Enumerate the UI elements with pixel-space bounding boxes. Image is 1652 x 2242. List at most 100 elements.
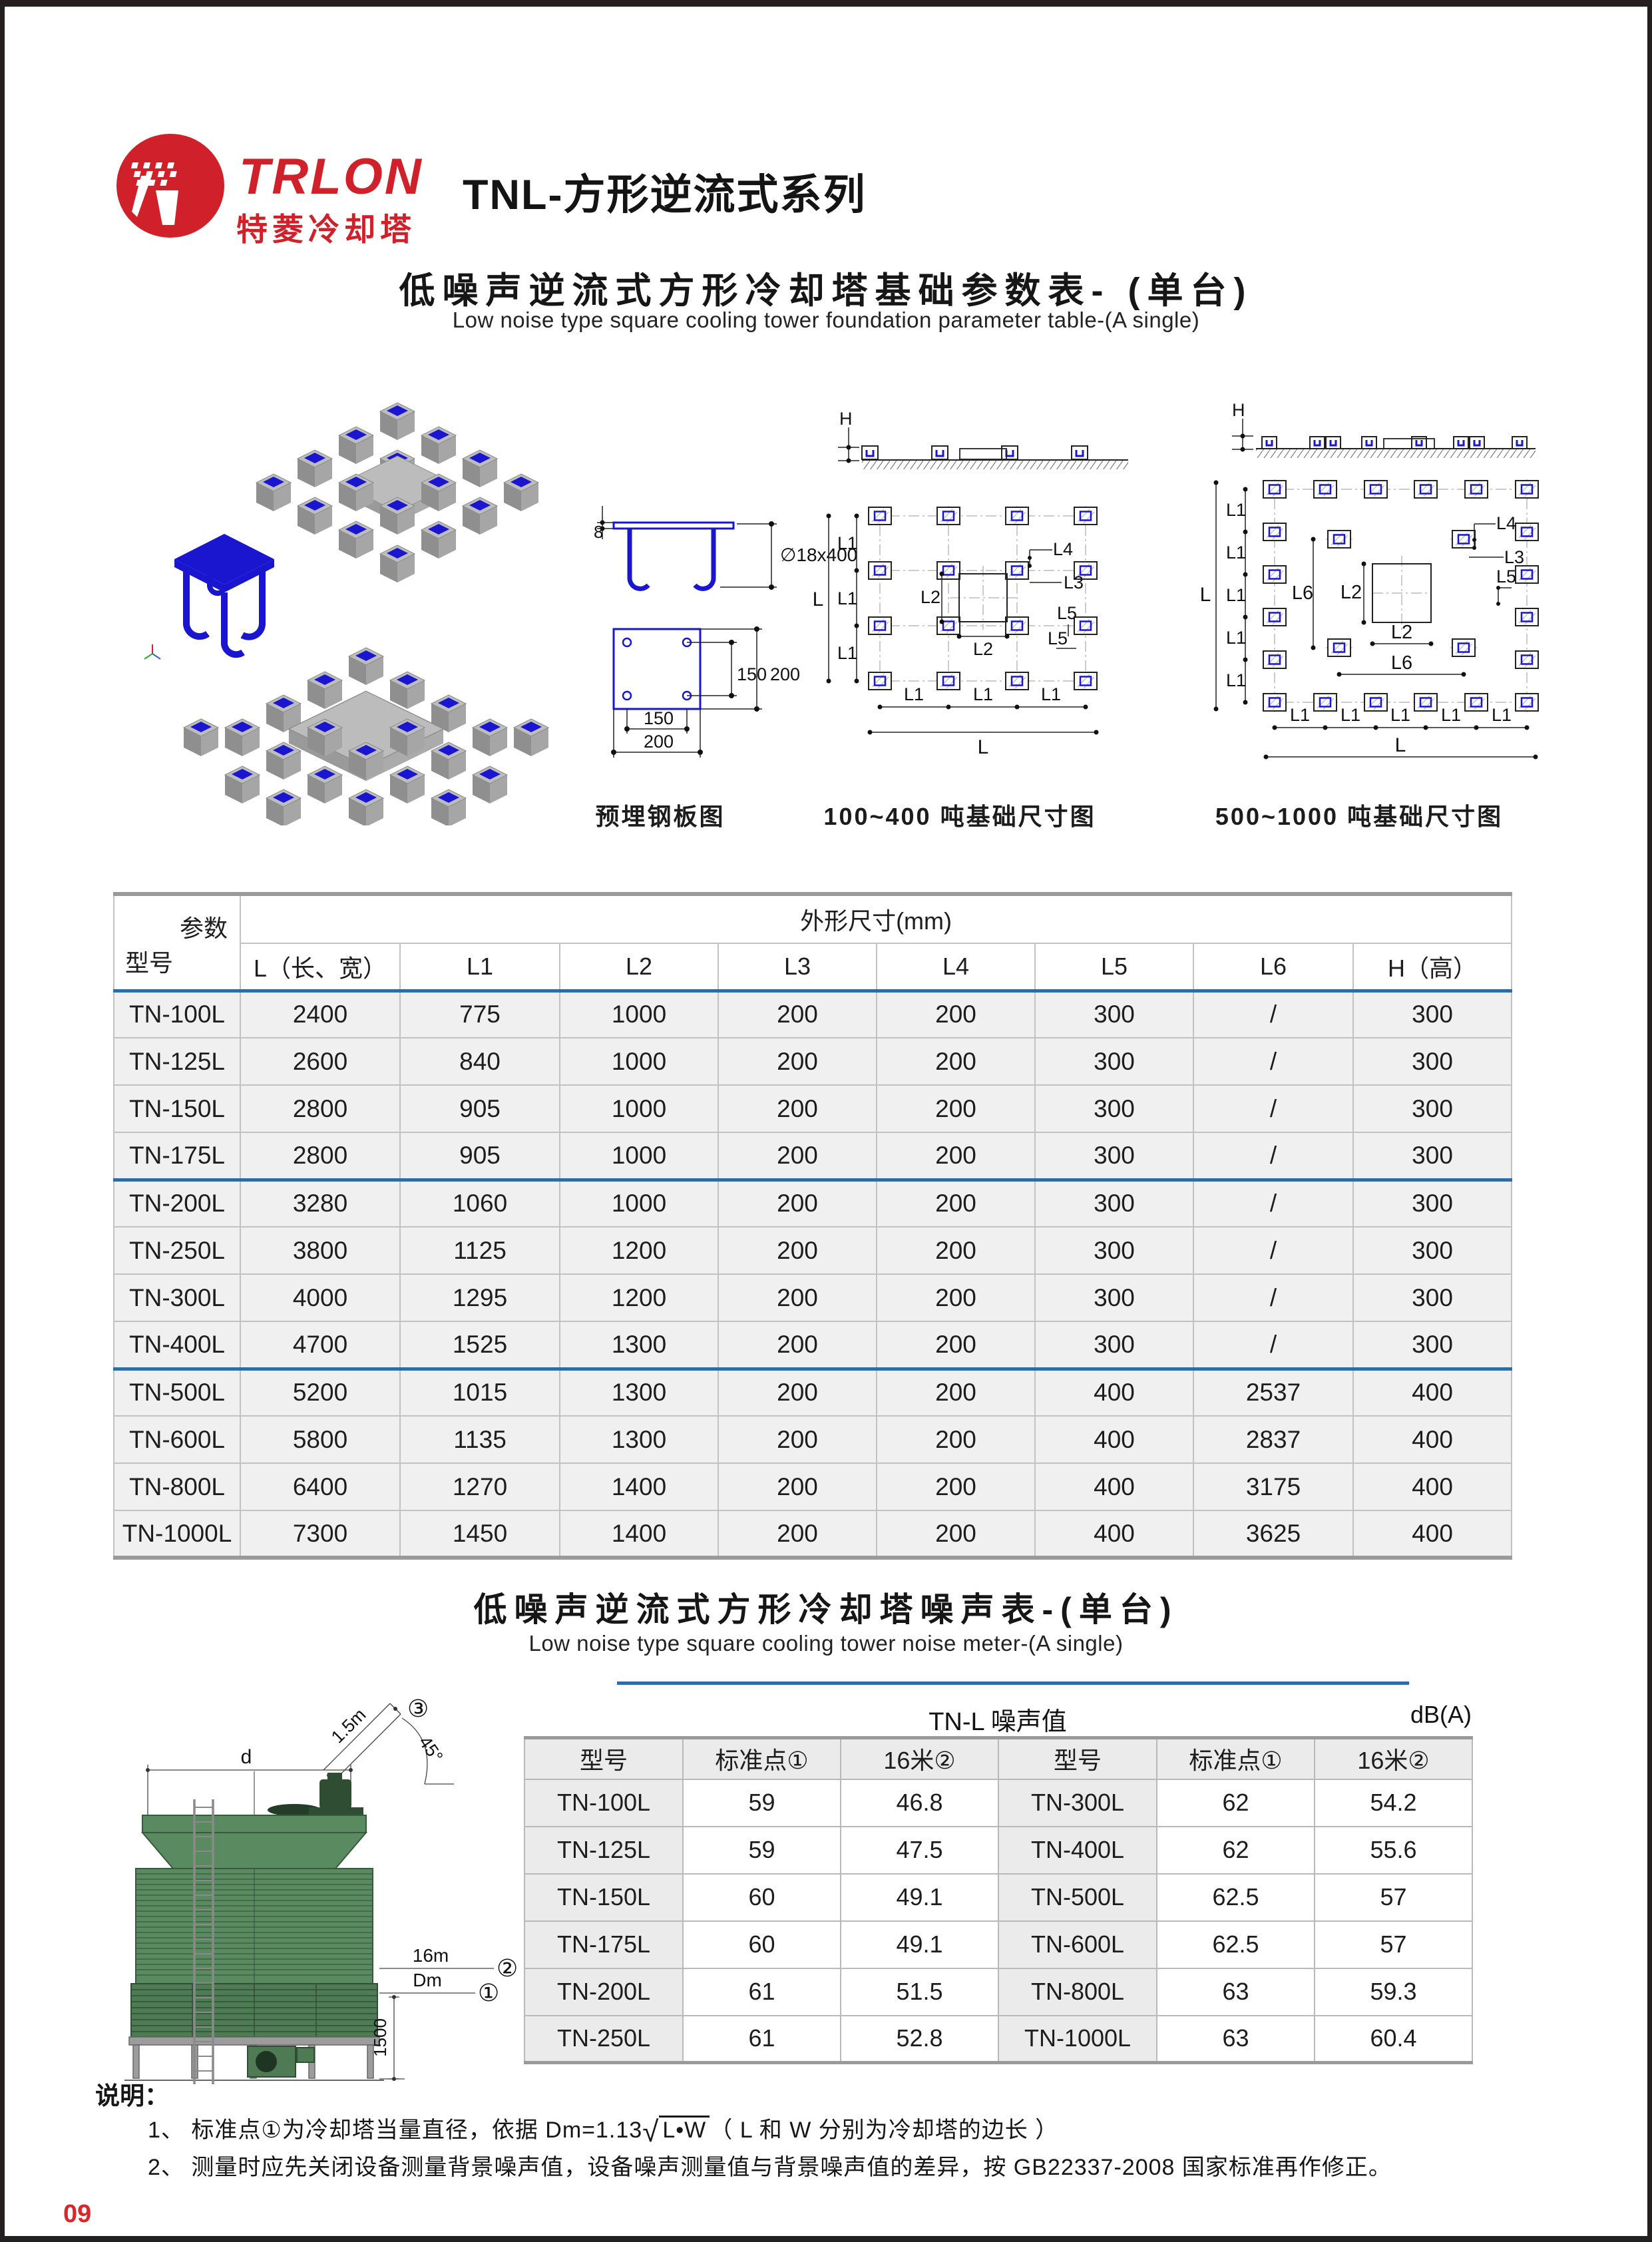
table-row: TN-125L 2600 840 1000 200 200 300/300 [113,1037,1513,1086]
table-row: TN-100L 59 46.8 TN-300L 62 54.2 [524,1778,1473,1827]
table-row: TN-250L 3800 1125 1200 200 200 300/300 [113,1226,1513,1275]
corner-cell: 参数 型号 [113,893,241,991]
trlon-logo-icon [114,133,226,240]
svg-text:1500: 1500 [370,2018,390,2057]
svg-text:L1: L1 [1390,705,1410,725]
embedded-plate-diagram: 8 ∅18x400 150 200 15 [577,486,857,799]
caption-100-400: 100~400 吨基础尺寸图 [823,803,1096,830]
svg-text:L1: L1 [1226,585,1246,605]
svg-text:L1: L1 [1441,705,1461,725]
svg-text:③: ③ [407,1695,429,1722]
svg-text:L1: L1 [904,684,924,704]
table-row: TN-175L 60 49.1 TN-600L 62.5 57 [524,1920,1473,1969]
brand-text-cn: 特菱冷却塔 [236,212,416,247]
table-row: TN-250L 61 52.8 TN-1000L 63 60.4 [524,2014,1473,2064]
svg-text:L6: L6 [1292,582,1313,604]
noise-unit-label: dB(A) [1410,1701,1472,1728]
table-row: TN-1000L 7300 1450 1400 200 200 400 3625 400 [113,1510,1513,1558]
svg-text:L: L [1395,734,1406,756]
note-2: 2、 测量时应先关闭设备测量背景噪声值，设备噪声测量值与背景噪声值的差异，按 G… [148,2155,1392,2180]
svg-text:150: 150 [644,708,674,728]
svg-text:H: H [1232,400,1245,420]
brand-text: TRLON [239,148,423,205]
svg-text:L1: L1 [1226,670,1246,690]
svg-text:L4: L4 [1053,539,1073,559]
axis-icon [144,644,161,660]
svg-text:150: 150 [737,664,767,684]
column-header-row: L（长、宽） L1 L2 L3 L4 L5 L6 H（高） [114,943,1513,991]
svg-text:45°: 45° [415,1733,447,1767]
table-row: TN-400L 4700 1525 1300 200 200 300/300 [113,1321,1513,1369]
svg-text:L1: L1 [837,533,857,553]
svg-text:L1: L1 [837,643,857,663]
svg-text:①: ① [478,1979,499,2006]
corner-label-top: 参数 [179,915,228,942]
corner-label-bottom: 型号 [125,949,174,977]
svg-text:L: L [978,736,989,758]
noise-title-cn: 低噪声逆流式方形冷却塔噪声表-(单台) [473,1591,1179,1628]
noise-table-wrap: 型号 标准点① 16米② 型号 标准点① 16米② TN-100L 59 46.8 T… [524,1736,1473,2064]
foundation-table: 参数 型号 外形尺寸(mm) L（长、宽） L1 L2 L3 L4 L5 L6 … [113,892,1513,1560]
noise-blue-rule [617,1682,1409,1685]
noise-header-row: 型号 标准点① 16米② 型号 标准点① 16米② [524,1737,1473,1780]
svg-text:L5: L5 [1048,628,1068,648]
svg-text:L1: L1 [1492,705,1512,725]
table-row: TN-600L 5800 1135 1300 200 200 400 2837 400 [113,1415,1513,1464]
svg-text:∅18x400: ∅18x400 [780,545,857,565]
svg-text:8: 8 [594,522,603,542]
svg-text:L1: L1 [1041,684,1061,704]
caption-embedded-plate: 预埋钢板图 [595,803,725,830]
foundation-title-cn: 低噪声逆流式方形冷却塔基础参数表- (单台) [399,271,1253,311]
svg-text:L1: L1 [973,684,993,704]
svg-text:L2: L2 [973,639,993,659]
svg-text:L5: L5 [1057,603,1077,623]
note-1: 1、 标准点①为冷却塔当量直径，依据 Dm=1.13√ L•W （ L 和 W 分别… [148,2116,1059,2148]
notes-heading: 说明： [95,2082,169,2110]
upper-pier-cluster [256,402,539,583]
svg-text:L1: L1 [1226,628,1246,648]
svg-text:d: d [241,1746,252,1768]
table-row: TN-125L 59 47.5 TN-400L 62 55.6 [524,1825,1473,1875]
svg-text:L3: L3 [1504,547,1524,567]
lower-pier-cluster [183,647,549,827]
table-row: TN-500L 5200 1015 1300 200 200 400 2537 400 [113,1367,1513,1417]
svg-text:L2: L2 [921,587,940,607]
svg-text:L1: L1 [1226,543,1246,562]
svg-text:L2: L2 [1391,622,1412,643]
table-row: TN-200L 61 51.5 TN-800L 63 59.3 [524,1967,1473,2016]
sqrt-content: L•W [659,2116,710,2143]
foundation-plan-100-400: H [770,386,1143,812]
page-number: 09 [63,2200,92,2228]
group-header: 外形尺寸(mm) [239,893,1513,944]
svg-text:L1: L1 [837,588,857,608]
cooling-tower-diagram: d 1.5m 45° ③ [95,1648,527,2087]
table-row: TN-175L 2800 905 1000 200 200 300/300 [113,1132,1513,1180]
foundation-iso-illustration [118,366,584,827]
svg-text:16m: 16m [413,1945,449,1966]
svg-text:1.5m: 1.5m [327,1705,370,1747]
svg-text:②: ② [497,1954,518,1982]
table-row: TN-100L 2400 775 1000 200 200 300/300 [113,989,1513,1038]
svg-text:L1: L1 [1290,705,1310,725]
svg-text:L3: L3 [1064,572,1084,592]
foundation-title-en: Low noise type square cooling tower foun… [452,308,1200,332]
svg-text:L2: L2 [1341,582,1362,603]
foundation-table-wrap: 参数 型号 外形尺寸(mm) L（长、宽） L1 L2 L3 L4 L5 L6 … [113,892,1513,1560]
foundation-plan-500-1000: H [1149,376,1542,815]
noise-table-label: TN-L 噪声值 [929,1708,1067,1736]
blue-plate-illustration [174,534,274,658]
svg-text:L6: L6 [1391,652,1412,674]
noise-table-caption: TN-L 噪声值 dB(A) [524,1701,1472,1737]
table-row: TN-200L 3280 1060 1000 200 200 300/300 [113,1178,1513,1228]
svg-text:200: 200 [770,664,800,684]
noise-title-en: Low noise type square cooling tower nois… [528,1631,1124,1656]
svg-text:L4: L4 [1496,513,1516,533]
caption-500-1000: 500~1000 吨基础尺寸图 [1215,803,1504,830]
noise-table: 型号 标准点① 16米② 型号 标准点① 16米② TN-100L 59 46.8 T… [524,1736,1473,2064]
svg-text:H: H [839,409,853,429]
table-row: TN-150L 2800 905 1000 200 200 300/300 [113,1084,1513,1133]
table-row: TN-150L 60 49.1 TN-500L 62.5 57 [524,1873,1473,1922]
table-row: TN-800L 6400 1270 1400 200 200 400 3175 400 [113,1462,1513,1511]
sqrt-radical: √ [642,2116,660,2148]
